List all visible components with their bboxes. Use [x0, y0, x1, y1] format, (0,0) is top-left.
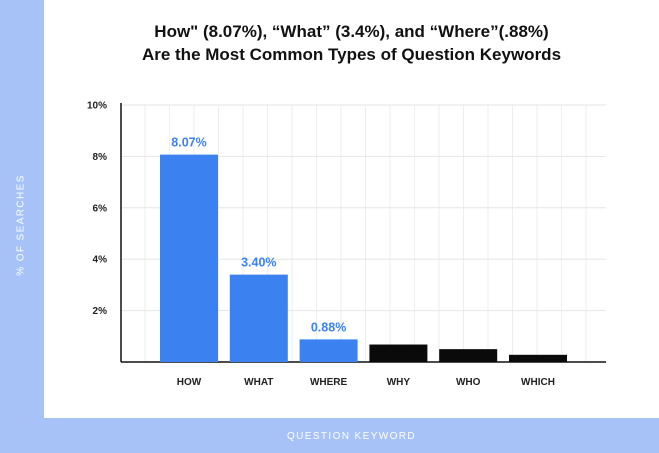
chart-title: How" (8.07%), “What” (3.4%), and “Where”…: [44, 20, 659, 66]
bar-who: [439, 349, 498, 362]
y-tick-label: 4%: [93, 255, 108, 266]
x-tick-label: WHO: [456, 377, 481, 388]
bar-chart: 2% 4% 6% 8% 10% HOW 8.07% WHAT 3.40% WHERE 0.88% WH…: [87, 101, 606, 388]
y-tick-label: 8%: [93, 152, 108, 163]
x-axis-band: QUESTION KEYWORD: [44, 418, 659, 453]
x-tick-label: HOW: [177, 377, 202, 388]
y-axis-band: % OF SEARCHES: [0, 0, 44, 453]
data-label: 0.88%: [311, 320, 346, 334]
bar-how: [160, 154, 218, 362]
y-tick-label: 6%: [93, 203, 108, 214]
bar-why: [369, 344, 428, 362]
chart-title-line-2: Are the Most Common Types of Question Ke…: [141, 45, 562, 64]
y-tick-label: 10%: [87, 101, 107, 112]
bar-what: [229, 274, 288, 362]
bar-which: [509, 354, 567, 362]
bar-where: [299, 339, 358, 362]
chart-title-line-1: How" (8.07%), “What” (3.4%), and “Where”…: [154, 22, 549, 41]
x-tick-label: WHERE: [310, 377, 348, 388]
x-tick-label: WHY: [387, 377, 411, 388]
data-label: 3.40%: [241, 256, 276, 270]
data-label: 8.07%: [171, 136, 206, 150]
x-axis-label: QUESTION KEYWORD: [286, 431, 417, 442]
x-tick-label: WHICH: [521, 377, 555, 388]
y-tick-label: 2%: [93, 306, 108, 317]
x-tick-label: WHAT: [244, 377, 273, 388]
